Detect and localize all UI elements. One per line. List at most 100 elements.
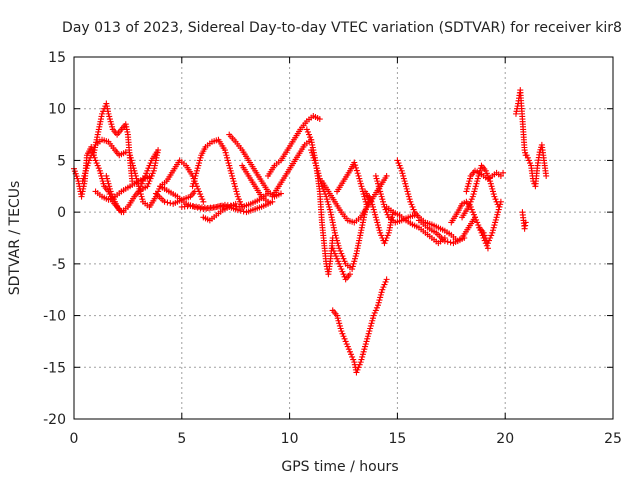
data-point — [373, 175, 380, 182]
data-point — [373, 216, 380, 223]
data-point — [492, 216, 499, 223]
data-point — [135, 183, 142, 190]
data-point — [356, 361, 363, 368]
data-point — [331, 229, 338, 236]
data-point — [128, 157, 135, 164]
data-point — [371, 309, 378, 316]
data-point — [367, 325, 374, 332]
grid-lines — [74, 57, 613, 419]
data-point — [192, 172, 199, 179]
data-point — [105, 180, 112, 187]
data-point — [324, 198, 331, 205]
data-point — [136, 185, 143, 192]
data-point — [79, 178, 86, 185]
x-axis-label: GPS time / hours — [281, 459, 398, 475]
data-point — [350, 260, 357, 267]
data-point — [472, 214, 479, 221]
data-point — [474, 178, 481, 185]
data-point — [523, 152, 530, 159]
data-point — [377, 294, 384, 301]
data-point — [95, 165, 102, 172]
data-point — [358, 183, 365, 190]
data-point — [474, 219, 481, 226]
data-point — [93, 160, 100, 167]
data-point — [340, 271, 347, 278]
data-point — [492, 219, 499, 226]
data-point — [239, 203, 246, 210]
chart-title: Day 013 of 2023, Sidereal Day-to-day VTE… — [62, 20, 622, 36]
data-point — [308, 149, 315, 156]
data-point — [352, 253, 359, 260]
data-point — [379, 286, 386, 293]
data-point — [405, 191, 412, 198]
data-point — [131, 167, 138, 174]
data-point — [340, 333, 347, 340]
data-point — [325, 201, 332, 208]
data-point — [497, 198, 504, 205]
data-point — [372, 172, 379, 179]
data-point — [344, 343, 351, 350]
y-tick-label-1: -15 — [43, 360, 66, 376]
data-point — [106, 183, 113, 190]
data-point — [318, 183, 325, 190]
data-point — [349, 353, 356, 360]
data-point — [489, 227, 496, 234]
data-point — [338, 328, 345, 335]
data-point — [311, 157, 318, 164]
data-point — [371, 209, 378, 216]
data-point — [103, 172, 110, 179]
data-point — [444, 238, 451, 245]
data-point — [98, 172, 105, 179]
data-point — [369, 201, 376, 208]
data-point — [82, 167, 89, 174]
data-point — [377, 188, 384, 195]
x-axis-tick-labels: 0 5 10 15 20 25 — [70, 431, 622, 447]
data-point — [193, 167, 200, 174]
data-point — [96, 167, 103, 174]
data-point — [227, 167, 234, 174]
data-point — [127, 154, 134, 161]
data-point — [132, 170, 139, 177]
data-point — [357, 178, 364, 185]
data-point — [92, 157, 99, 164]
data-point — [342, 338, 349, 345]
data-point — [474, 175, 481, 182]
data-point — [399, 170, 406, 177]
data-point — [346, 271, 353, 278]
data-point — [494, 211, 501, 218]
data-point — [368, 198, 375, 205]
data-point — [487, 180, 494, 187]
data-point — [525, 157, 532, 164]
data-point — [398, 167, 405, 174]
data-point — [470, 191, 477, 198]
data-point — [197, 191, 204, 198]
data-point — [366, 328, 373, 335]
data-point — [87, 154, 94, 161]
data-point — [150, 167, 157, 174]
data-point — [228, 170, 235, 177]
data-point — [354, 170, 361, 177]
data-point — [137, 191, 144, 198]
data-point — [323, 193, 330, 200]
data-point — [383, 235, 390, 241]
data-point — [335, 258, 342, 265]
data-point — [336, 245, 343, 252]
data-point — [464, 183, 471, 190]
data-point — [472, 183, 479, 190]
data-point — [334, 312, 341, 319]
data-point — [395, 160, 402, 167]
data-point — [143, 170, 150, 177]
data-point — [357, 180, 364, 187]
data-point — [470, 211, 477, 218]
data-point — [316, 172, 323, 179]
data-point — [194, 185, 201, 192]
data-point — [400, 172, 407, 179]
data-point — [463, 188, 470, 195]
data-point — [224, 157, 231, 164]
data-point — [490, 191, 497, 198]
data-point — [341, 335, 348, 342]
data-point — [368, 320, 375, 327]
data-point — [353, 164, 360, 171]
data-point — [363, 338, 370, 345]
data-point — [161, 198, 168, 205]
